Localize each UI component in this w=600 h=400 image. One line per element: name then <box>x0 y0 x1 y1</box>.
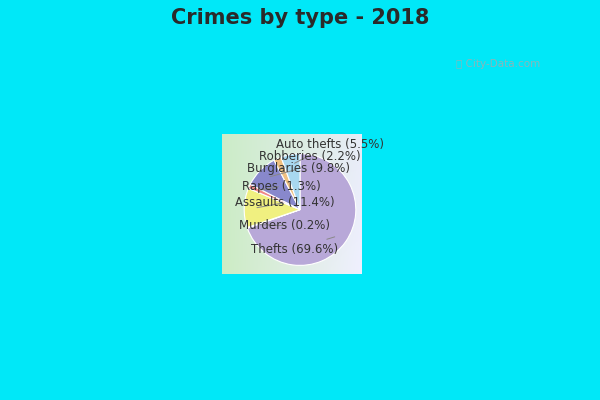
Text: Burglaries (9.8%): Burglaries (9.8%) <box>247 162 350 177</box>
Text: ⓘ City-Data.com: ⓘ City-Data.com <box>456 59 540 69</box>
Text: Rapes (1.3%): Rapes (1.3%) <box>242 180 320 193</box>
Wedge shape <box>244 188 300 228</box>
Wedge shape <box>248 184 300 210</box>
Wedge shape <box>274 157 300 210</box>
Wedge shape <box>247 154 356 266</box>
Wedge shape <box>250 160 300 210</box>
Text: Crimes by type - 2018: Crimes by type - 2018 <box>171 8 429 28</box>
Text: Murders (0.2%): Murders (0.2%) <box>239 219 331 232</box>
Text: Robberies (2.2%): Robberies (2.2%) <box>259 150 361 168</box>
Wedge shape <box>281 154 300 210</box>
Text: Assaults (11.4%): Assaults (11.4%) <box>235 196 335 209</box>
Wedge shape <box>247 210 300 228</box>
Text: Auto thefts (5.5%): Auto thefts (5.5%) <box>275 138 383 163</box>
Text: Thefts (69.6%): Thefts (69.6%) <box>251 237 338 256</box>
